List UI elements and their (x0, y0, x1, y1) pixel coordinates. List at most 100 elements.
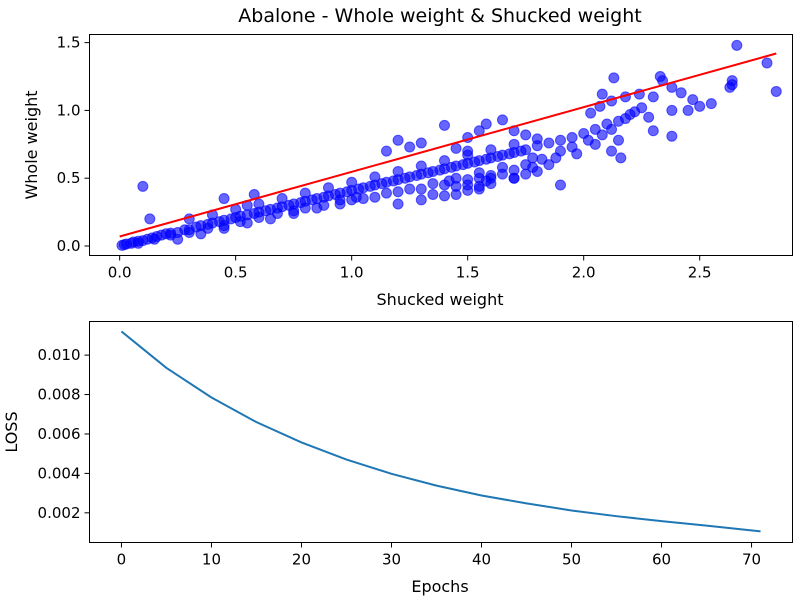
scatter-point (462, 145, 474, 157)
loss-y-tick-label: 0.004 (38, 464, 81, 482)
scatter-point (543, 159, 555, 171)
scatter-point (137, 180, 149, 192)
loss-y-tick-label: 0.002 (38, 504, 81, 522)
scatter-point (636, 102, 648, 114)
scatter-point (705, 98, 717, 110)
loss-x-tick-label: 0 (117, 551, 127, 569)
scatter-y-tick-label: 0.0 (57, 237, 81, 255)
scatter-point (218, 220, 230, 232)
scatter-point (770, 85, 782, 97)
scatter-point (202, 222, 214, 234)
scatter-point (234, 216, 246, 228)
scatter-point (496, 168, 508, 180)
scatter-point (480, 175, 492, 187)
loss-x-tick-label: 30 (382, 551, 401, 569)
scatter-point (253, 198, 265, 210)
scatter-point (473, 183, 485, 195)
scatter-point (392, 186, 404, 198)
scatter-y-tick-label: 0.5 (57, 169, 81, 187)
loss-series-group (120, 330, 761, 533)
scatter-x-tick-label: 0.0 (108, 264, 132, 282)
scatter-point (380, 145, 392, 157)
scatter-point (369, 191, 381, 203)
scatter-point (392, 198, 404, 210)
scatter-point (132, 237, 144, 249)
scatter-point (392, 165, 404, 177)
scatter-point (761, 57, 773, 69)
scatter-point (550, 152, 562, 164)
scatter-point (415, 160, 427, 172)
loss-y-label: LOSS (2, 411, 21, 452)
scatter-point (148, 233, 160, 245)
scatter-point (415, 183, 427, 195)
loss-x-tick-label: 70 (742, 551, 761, 569)
scatter-x-tick-label: 1.0 (340, 264, 364, 282)
scatter-x-tick-label: 2.5 (688, 264, 712, 282)
scatter-point (276, 193, 288, 205)
scatter-point (731, 39, 743, 51)
scatter-point (596, 129, 608, 141)
scatter-point (322, 182, 334, 194)
scatter-point (218, 193, 230, 205)
scatter-point (527, 152, 539, 164)
scatter-point (666, 130, 678, 142)
scatter-x-tick-label: 0.5 (224, 264, 248, 282)
scatter-point (687, 94, 699, 106)
scatter-point (694, 100, 706, 112)
scatter-point (647, 125, 659, 137)
loss-x-tick-label: 40 (472, 551, 491, 569)
scatter-point (520, 159, 532, 171)
scatter-x-tick-label: 2.0 (572, 264, 596, 282)
loss-y-ticks: 0.002 0.004 0.006 0.008 0.010 (38, 346, 90, 522)
scatter-point (392, 134, 404, 146)
scatter-point (380, 187, 392, 199)
scatter-point (520, 144, 532, 156)
scatter-point (318, 199, 330, 211)
scatter-title: Abalone - Whole weight & Shucked weight (238, 5, 641, 27)
scatter-point (606, 145, 618, 157)
scatter-point (531, 133, 543, 145)
loss-line (120, 330, 761, 533)
scatter-point (404, 183, 416, 195)
loss-y-tick-label: 0.006 (38, 425, 81, 443)
scatter-point (299, 187, 311, 199)
scatter-point (571, 148, 583, 160)
scatter-point (612, 134, 624, 146)
scatter-axes-frame (89, 34, 793, 256)
scatter-point (427, 188, 439, 200)
scatter-point (554, 179, 566, 191)
scatter-point (480, 118, 492, 130)
scatter-point (531, 165, 543, 177)
scatter-point (643, 111, 655, 123)
scatter-x-label: Shucked weight (377, 290, 504, 309)
loss-x-tick-label: 20 (292, 551, 311, 569)
loss-y-tick-label: 0.008 (38, 386, 81, 404)
loss-y-tick-label: 0.010 (38, 346, 81, 364)
scatter-point (647, 91, 659, 103)
scatter-point (438, 190, 450, 202)
loss-x-tick-label: 60 (652, 551, 671, 569)
scatter-point (415, 194, 427, 206)
scatter-y-tick-label: 1.0 (57, 101, 81, 119)
scatter-point (450, 142, 462, 154)
scatter-point (485, 144, 497, 156)
loss-x-tick-label: 10 (202, 551, 221, 569)
scatter-point (253, 212, 265, 224)
scatter-point (450, 180, 462, 192)
scatter-point (415, 137, 427, 149)
scatter-point (462, 179, 474, 191)
scatter-point (350, 191, 362, 203)
scatter-point (346, 176, 358, 188)
scatter-point (589, 138, 601, 150)
scatter-point (438, 119, 450, 131)
fit-line-group (119, 52, 777, 238)
scatter-y-tick-label: 1.5 (57, 34, 81, 52)
scatter-point (615, 152, 627, 164)
scatter-point (404, 141, 416, 153)
scatter-point (554, 134, 566, 146)
loss-x-ticks: 0 10 20 30 40 50 60 70 (117, 542, 761, 569)
scatter-point (666, 104, 678, 116)
loss-chart: 0 10 20 30 40 50 60 70 0.002 0.004 0.006 0.008 0.01… (2, 321, 793, 596)
loss-axes-frame (89, 321, 793, 543)
